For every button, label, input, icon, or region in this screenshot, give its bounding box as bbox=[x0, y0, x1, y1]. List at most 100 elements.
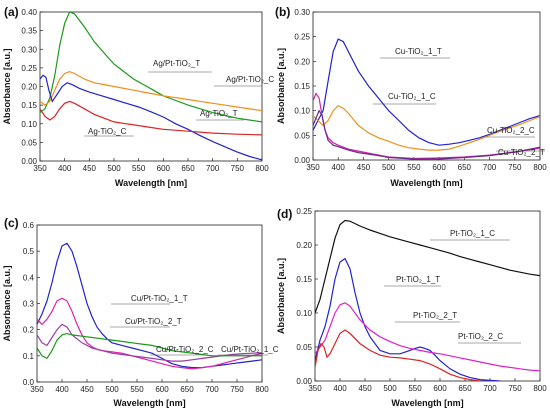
series-line bbox=[40, 100, 262, 136]
series-annotation: Ag/Pt-TiO₂_T bbox=[153, 59, 200, 68]
plot-frame bbox=[39, 11, 263, 162]
y-tick-label: 0.15 bbox=[296, 275, 312, 284]
y-tick-label: 0.10 bbox=[296, 309, 312, 318]
x-tick-label: 500 bbox=[382, 163, 396, 172]
y-tick-label: 0.10 bbox=[21, 120, 37, 129]
series-line bbox=[313, 38, 540, 146]
x-tick-label: 450 bbox=[357, 163, 371, 172]
series-annotation: Cu-TiO₂_1_C bbox=[388, 92, 436, 101]
panel-label: (b) bbox=[275, 5, 290, 19]
y-tick-label: 0.25 bbox=[296, 207, 312, 216]
series-annotation: Ag-TiO₂_T bbox=[200, 109, 238, 118]
x-axis-title: Wavelength [nm] bbox=[115, 178, 187, 188]
x-tick-label: 750 bbox=[231, 164, 245, 173]
series-annotation: Pt-TiO₂_1_T bbox=[396, 275, 440, 284]
y-tick-label: 0.3 bbox=[23, 300, 35, 309]
y-tick-label: 0.25 bbox=[21, 64, 37, 73]
series-line bbox=[37, 297, 262, 370]
y-tick-label: 0.25 bbox=[294, 33, 310, 42]
x-tick-label: 800 bbox=[533, 163, 547, 172]
x-tick-label: 550 bbox=[407, 163, 421, 172]
x-tick-label: 700 bbox=[483, 163, 497, 172]
x-tick-label: 350 bbox=[306, 163, 320, 172]
series-annotation: Ag/Pt-TiO₂_C bbox=[226, 75, 274, 84]
series-line bbox=[40, 74, 262, 161]
series-annotation: Pt-TiO₂_2_C bbox=[458, 332, 503, 341]
x-tick-label: 650 bbox=[181, 164, 195, 173]
x-tick-label: 600 bbox=[432, 163, 446, 172]
y-tick-label: 0.00 bbox=[294, 156, 310, 165]
y-axis-title: Absorbance [a.u.] bbox=[2, 48, 12, 124]
x-tick-label: 750 bbox=[508, 384, 522, 393]
y-tick-label: 0.2 bbox=[23, 326, 35, 335]
y-tick-label: 0.5 bbox=[23, 247, 35, 256]
panel-label: (c) bbox=[4, 216, 19, 230]
x-tick-label: 350 bbox=[308, 384, 322, 393]
x-tick-label: 400 bbox=[58, 164, 72, 173]
y-tick-label: 0.05 bbox=[21, 138, 37, 147]
x-tick-label: 500 bbox=[105, 385, 119, 394]
y-tick-label: 0.35 bbox=[21, 27, 37, 36]
x-axis-title: Wavelength [nm] bbox=[390, 178, 462, 188]
x-tick-label: 650 bbox=[458, 384, 472, 393]
series-annotation: Cu-TiO₂_2_T bbox=[498, 148, 545, 157]
y-tick-label: 0.40 bbox=[21, 8, 37, 17]
chart-panel: 350 400 450 500 550 600 650 700 750 800 0.00 0.05 0.… bbox=[275, 5, 547, 188]
y-tick-label: 0.05 bbox=[296, 343, 312, 352]
y-tick-label: 0.20 bbox=[296, 241, 312, 250]
plot-frame bbox=[314, 210, 541, 382]
x-tick-label: 650 bbox=[180, 385, 194, 394]
x-tick-label: 550 bbox=[408, 384, 422, 393]
chart-panel: 350 400 450 500 550 600 650 700 750 800 0.00 0.05 0.… bbox=[276, 207, 547, 408]
x-tick-label: 550 bbox=[132, 164, 146, 173]
y-tick-label: 0.0 bbox=[23, 378, 35, 387]
x-tick-label: 450 bbox=[358, 384, 372, 393]
x-axis-title: Wavelength [nm] bbox=[391, 398, 463, 408]
x-tick-label: 600 bbox=[157, 164, 171, 173]
y-tick-label: 0.30 bbox=[21, 45, 37, 54]
x-tick-label: 450 bbox=[83, 164, 97, 173]
y-tick-label: 0.20 bbox=[294, 57, 310, 66]
x-tick-label: 400 bbox=[332, 163, 346, 172]
y-tick-label: 0.10 bbox=[294, 107, 310, 116]
x-tick-label: 700 bbox=[206, 164, 220, 173]
plot-frame bbox=[312, 11, 541, 161]
y-tick-label: 0.00 bbox=[296, 377, 312, 386]
series-line bbox=[315, 219, 540, 314]
x-tick-label: 650 bbox=[458, 163, 472, 172]
chart-panel: 350 400 450 500 550 600 650 700 750 800 0.0 0.1 0.2 0… bbox=[2, 216, 279, 408]
series-annotation: Cu/Pt-TiO₂_2_C bbox=[156, 345, 214, 354]
y-tick-label: 0.30 bbox=[294, 8, 310, 17]
series-line bbox=[315, 329, 481, 381]
series-line bbox=[37, 332, 262, 360]
y-tick-label: 0.15 bbox=[21, 101, 37, 110]
x-tick-label: 800 bbox=[255, 164, 269, 173]
y-tick-label: 0.6 bbox=[23, 221, 35, 230]
panel-label: (d) bbox=[277, 207, 292, 221]
x-tick-label: 800 bbox=[533, 384, 547, 393]
series-line bbox=[315, 302, 540, 372]
series-line bbox=[313, 104, 540, 151]
x-tick-label: 500 bbox=[383, 384, 397, 393]
series-annotation: Pt-TiO₂_2_T bbox=[413, 311, 457, 320]
y-axis-title: Absorbance [a.u.] bbox=[276, 48, 286, 124]
series-annotation: Cu/Pt-TiO₂_1_C bbox=[221, 345, 279, 354]
series-annotation: Cu/Pt-TiO₂_1_T bbox=[131, 294, 188, 303]
series-annotation: Pt-TiO₂_1_C bbox=[450, 229, 495, 238]
x-tick-label: 750 bbox=[508, 163, 522, 172]
x-tick-label: 350 bbox=[33, 164, 47, 173]
x-tick-label: 400 bbox=[333, 384, 347, 393]
x-tick-label: 500 bbox=[107, 164, 121, 173]
x-tick-label: 350 bbox=[30, 385, 44, 394]
x-tick-label: 400 bbox=[55, 385, 69, 394]
series-line bbox=[313, 109, 540, 160]
y-axis-title: Absorbance [a.u.] bbox=[2, 265, 12, 341]
series-annotation: Cu-TiO₂_2_C bbox=[487, 126, 535, 135]
x-tick-label: 550 bbox=[130, 385, 144, 394]
y-axis-title: Absorbance [a.u.] bbox=[276, 258, 286, 334]
y-tick-label: 0.1 bbox=[23, 352, 35, 361]
x-tick-label: 600 bbox=[433, 384, 447, 393]
x-tick-label: 450 bbox=[80, 385, 94, 394]
series-annotation: Ag-TiO₂_C bbox=[88, 127, 127, 136]
series-line bbox=[40, 70, 262, 112]
